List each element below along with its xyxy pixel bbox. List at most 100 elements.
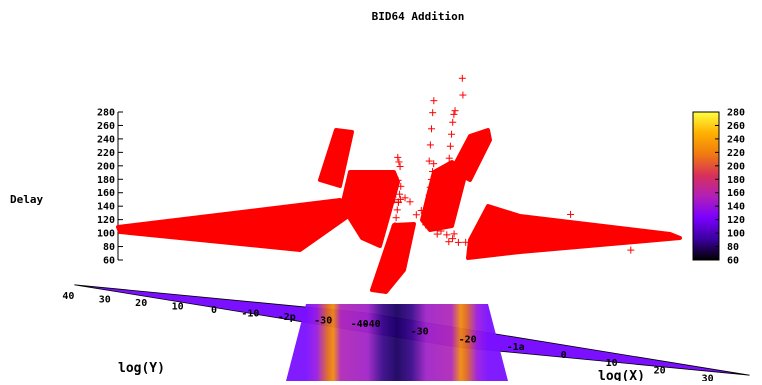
colormap-floor [74, 284, 750, 381]
colorbar-gradient [692, 111, 720, 261]
y-tick-label: -40 [351, 319, 369, 330]
scatter-point [430, 160, 438, 168]
x-tick-label: -20 [459, 334, 477, 345]
colorbar-tick-label: 260 [727, 121, 745, 132]
scatter-point [458, 74, 466, 82]
scatter-point [401, 194, 409, 202]
y-tick-label: -10 [241, 308, 259, 319]
scatter-point [394, 153, 402, 161]
z-tick-label: 160 [97, 188, 115, 199]
scatter-point [422, 211, 430, 219]
colorbar-tick-label: 60 [727, 256, 739, 267]
dense-region-right-wing [466, 204, 682, 260]
scatter-point [426, 141, 434, 149]
scatter-point [406, 198, 414, 206]
colorbar-tick-label: 80 [727, 242, 739, 253]
x-tick-label: -40 [363, 319, 381, 330]
scatter-point [433, 230, 441, 238]
scatter-point [437, 227, 445, 235]
z-axis: 60 80 100 120 140 160 180 200 220 240 260 280 [97, 108, 123, 267]
y-tick-label: -2р [278, 312, 296, 323]
scatter-point [454, 238, 462, 246]
scatter-point [445, 154, 453, 162]
z-tick-label: 240 [97, 134, 115, 145]
scatter-point [396, 163, 404, 171]
scatter-point [394, 198, 402, 206]
x-tick-label: -1а [507, 342, 525, 353]
scatter-point [429, 109, 437, 117]
scatter-point [450, 110, 458, 118]
z-tick-label: 140 [97, 202, 115, 213]
scatter-point [429, 211, 437, 219]
scatter-point [462, 238, 470, 246]
colorbar-tick-label: 220 [727, 148, 745, 159]
y-tick-label: -30 [314, 315, 332, 326]
floor-band [286, 304, 508, 381]
scatter-point [396, 190, 404, 198]
y-tick-label: 40 [62, 291, 74, 302]
scatter-point [392, 214, 400, 222]
y-tick-label: 30 [99, 294, 111, 305]
z-tick-label: 80 [103, 242, 115, 253]
scatter-point [428, 125, 436, 133]
scatter-point [379, 197, 387, 205]
colorbar-tick-label: 140 [727, 202, 745, 213]
scatter-point [390, 229, 398, 237]
scatter-point [389, 237, 397, 245]
scatter-point [427, 175, 435, 183]
scatter-point [425, 191, 433, 199]
colorbar: 60 80 100 120 140 160 180 200 220 240 260 280 [692, 108, 745, 267]
scatter-point [412, 211, 420, 219]
scatter-point [422, 221, 430, 229]
scatter-point [627, 246, 635, 254]
scatter-point [426, 183, 434, 191]
x-tick-label: 20 [654, 366, 666, 377]
y-axis-ticks: -40 -30 -2р -10 0 10 20 30 40 [62, 291, 368, 330]
colorbar-tick-label: 200 [727, 161, 745, 172]
z-axis-label: Delay [10, 193, 43, 206]
scatter-point [387, 241, 395, 249]
x-tick-label: 30 [702, 373, 714, 381]
scatter-point [430, 97, 438, 105]
scatter-points [116, 74, 682, 294]
scatter-point [445, 238, 453, 246]
dense-region-left-wing [116, 198, 356, 252]
z-tick-label: 60 [103, 256, 115, 267]
y-tick-label: 10 [172, 301, 184, 312]
scatter-point [567, 210, 575, 218]
y-axis-label: log(Y) [118, 361, 165, 376]
z-tick-label: 180 [97, 175, 115, 186]
dense-region-upper-left [318, 128, 354, 188]
scatter-point [417, 206, 425, 214]
scatter-point [438, 221, 446, 229]
scatter-point [366, 194, 374, 202]
scatter-point [448, 130, 456, 138]
z-tick-label: 200 [97, 161, 115, 172]
colorbar-tick-label: 160 [727, 188, 745, 199]
colorbar-tick-label: 180 [727, 175, 745, 186]
x-tick-label: 10 [606, 358, 618, 369]
scatter-point [389, 193, 397, 201]
scatter-point [450, 230, 458, 238]
scatter-point [459, 91, 467, 99]
scatter-point [449, 235, 457, 243]
scatter-point [397, 182, 405, 190]
x-tick-label: 0 [561, 350, 567, 361]
dense-region-center-high [450, 128, 492, 182]
scatter-point [395, 158, 403, 166]
scatter-point [446, 142, 454, 150]
y-tick-label: 0 [211, 305, 217, 316]
scatter-point [378, 194, 386, 202]
z-tick-label: 100 [97, 229, 115, 240]
scatter-point [429, 219, 437, 227]
colorbar-tick-label: 240 [727, 134, 745, 145]
z-tick-label: 220 [97, 148, 115, 159]
y-tick-label: 20 [135, 298, 147, 309]
scatter-point [383, 199, 391, 207]
scatter-point [391, 222, 399, 230]
dense-region-center-low [370, 222, 416, 294]
z-tick-label: 260 [97, 121, 115, 132]
scatter-point [371, 196, 379, 204]
